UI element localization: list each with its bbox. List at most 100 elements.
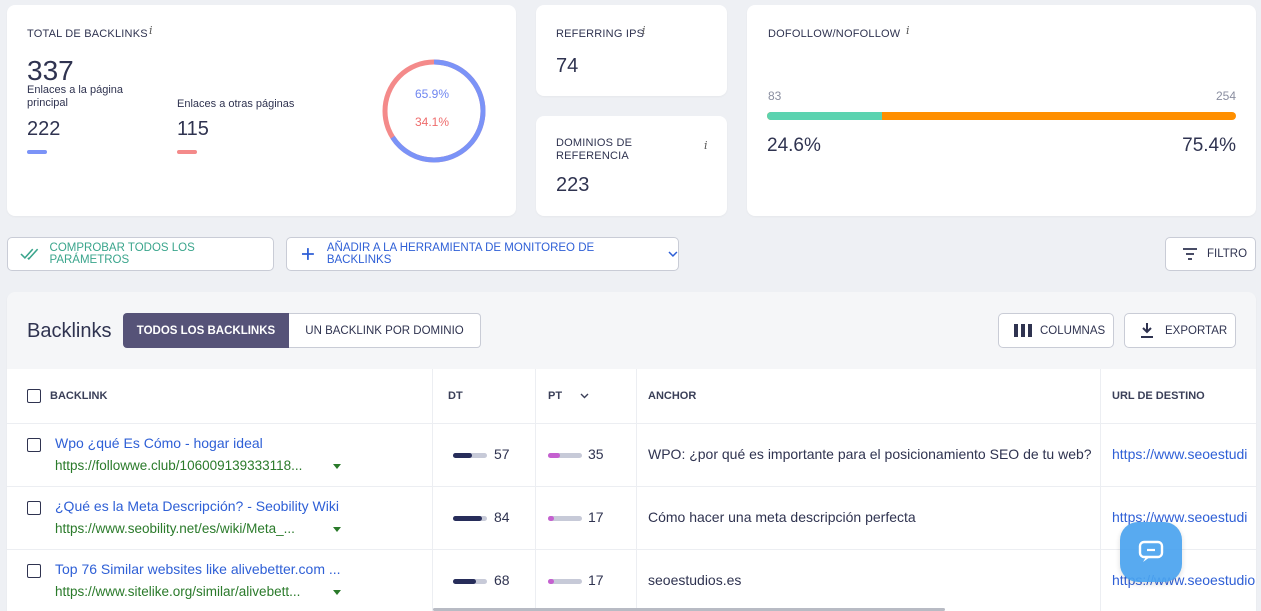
header-backlink[interactable]: BACKLINK — [50, 390, 108, 402]
info-icon[interactable]: i — [642, 24, 646, 37]
add-to-monitoring-button[interactable]: AÑADIR A LA HERRAMIENTA DE MONITOREO DE … — [286, 237, 679, 271]
pt-bar — [548, 516, 582, 521]
backlink-url[interactable]: https://www.sitelike.org/similar/alivebe… — [55, 584, 301, 599]
pt-value: 17 — [588, 509, 604, 525]
info-icon[interactable]: i — [906, 24, 910, 37]
referring-domains-value: 223 — [556, 174, 590, 196]
dt-bar-fill — [453, 453, 473, 458]
other-pages-links-value: 115 — [177, 118, 209, 140]
backlink-title-link[interactable]: Wpo ¿qué Es Cómo - hogar ideal — [55, 435, 263, 451]
filter-button[interactable]: FILTRO — [1165, 237, 1256, 271]
header-anchor[interactable]: ANCHOR — [648, 390, 697, 402]
backlink-title-link[interactable]: Top 76 Similar websites like alivebetter… — [55, 561, 341, 577]
nofollow-count: 254 — [1215, 89, 1236, 103]
donut-main-arc — [382, 59, 486, 163]
pt-bar — [548, 579, 582, 584]
backlink-title-link[interactable]: ¿Qué es la Meta Descripción? - Seobility… — [55, 498, 339, 514]
dofollow-bar — [767, 112, 1236, 120]
backlinks-panel: Backlinks TODOS LOS BACKLINKS UN BACKLIN… — [7, 292, 1256, 611]
anchor-text: WPO: ¿por qué es importante para el posi… — [648, 446, 1092, 462]
main-page-links-label: Enlaces a la página principal — [27, 84, 124, 109]
plus-icon — [301, 248, 314, 260]
nofollow-percent: 75.4% — [1182, 135, 1236, 156]
backlink-url[interactable]: https://www.seobility.net/es/wiki/Meta_.… — [55, 521, 295, 536]
chevron-down-icon — [668, 251, 678, 258]
backlinks-title: Backlinks — [27, 320, 112, 342]
dt-bar-fill — [453, 516, 482, 521]
add-monitoring-label: AÑADIR A LA HERRAMIENTA DE MONITOREO DE … — [326, 242, 595, 266]
donut-main-percent: 65.9% — [415, 87, 450, 101]
table-row: Wpo ¿qué Es Cómo - hogar ideal https://fo… — [7, 423, 1256, 486]
main-legend-swatch — [27, 150, 47, 154]
pt-value: 35 — [588, 446, 604, 462]
pt-bar-fill — [548, 453, 560, 458]
main-page-links-value: 222 — [27, 118, 61, 140]
tab-one-per-domain[interactable]: UN BACKLINK POR DOMINIO — [289, 313, 481, 348]
info-icon[interactable]: i — [704, 139, 708, 152]
pt-bar-fill — [548, 579, 554, 584]
other-pages-links-label: Enlaces a otras páginas — [177, 98, 295, 110]
filter-icon — [1183, 248, 1197, 260]
tab-all-backlinks[interactable]: TODOS LOS BACKLINKS — [123, 313, 289, 348]
columns-icon — [1014, 324, 1032, 337]
donut-other-percent: 34.1% — [415, 115, 450, 129]
header-pt[interactable]: PT — [548, 390, 563, 402]
filter-label: FILTRO — [1207, 248, 1248, 260]
download-icon — [1141, 323, 1153, 338]
backlinks-table: BACKLINK DT PT ANCHOR URL DE DESTINO Wpo… — [7, 369, 1256, 611]
url-dropdown-icon[interactable] — [333, 464, 341, 469]
column-divider — [535, 369, 536, 611]
dest-url-link[interactable]: https://www.seoestudi — [1112, 446, 1248, 462]
dt-bar-fill — [453, 579, 477, 584]
anchor-text: seoestudios.es — [648, 572, 742, 588]
column-divider — [1100, 369, 1101, 611]
dofollow-percent: 24.6% — [767, 135, 821, 156]
row-checkbox[interactable] — [27, 501, 41, 515]
total-backlinks-label: TOTAL DE BACKLINKS — [27, 28, 148, 40]
horizontal-scrollbar[interactable] — [433, 608, 945, 611]
row-checkbox[interactable] — [27, 564, 41, 578]
chat-icon — [1138, 540, 1164, 562]
row-checkbox[interactable] — [27, 438, 41, 452]
export-button[interactable]: EXPORTAR — [1124, 313, 1236, 348]
dt-value: 84 — [494, 509, 510, 525]
pt-value: 17 — [588, 572, 604, 588]
select-all-checkbox[interactable] — [27, 389, 41, 403]
dt-bar — [453, 516, 487, 521]
double-check-icon — [20, 248, 39, 261]
column-divider — [432, 369, 433, 611]
referring-ips-label: REFERRING IPS — [556, 28, 645, 40]
export-label: EXPORTAR — [1165, 324, 1228, 337]
url-dropdown-icon[interactable] — [333, 590, 341, 595]
referring-ips-card: REFERRING IPS i 74 — [536, 5, 727, 96]
dofollow-card: DOFOLLOW/NOFOLLOW i 83 254 24.6% 75.4% — [747, 5, 1256, 216]
backlink-url[interactable]: https://followwe.club/106009139333118... — [55, 458, 303, 473]
referring-domains-card: DOMINIOS DE REFERENCIA i 223 — [536, 116, 727, 216]
dofollow-fill — [767, 112, 883, 120]
dest-url-link[interactable]: https://www.seoestudi — [1112, 509, 1248, 525]
columns-button[interactable]: COLUMNAS — [998, 313, 1114, 348]
pt-bar — [548, 453, 582, 458]
total-backlinks-card: TOTAL DE BACKLINKS i 337 Enlaces a la pá… — [7, 5, 516, 216]
dt-bar — [453, 579, 487, 584]
chat-widget-button[interactable] — [1120, 522, 1182, 582]
column-divider — [636, 369, 637, 611]
sort-chevron-icon[interactable] — [580, 393, 589, 399]
tab-all-label: TODOS LOS BACKLINKS — [136, 324, 276, 337]
table-header: BACKLINK DT PT ANCHOR URL DE DESTINO — [7, 369, 1256, 423]
info-icon[interactable]: i — [149, 24, 153, 37]
anchor-text: Cómo hacer una meta descripción perfecta — [648, 509, 916, 525]
check-all-label: COMPROBAR TODOS LOS PARÁMETROS — [49, 242, 195, 266]
url-dropdown-icon[interactable] — [333, 527, 341, 532]
dt-value: 68 — [494, 572, 510, 588]
check-all-parameters-button[interactable]: COMPROBAR TODOS LOS PARÁMETROS — [7, 237, 274, 271]
other-legend-swatch — [177, 150, 197, 154]
tab-domain-label: UN BACKLINK POR DOMINIO — [305, 324, 464, 337]
dt-value: 57 — [494, 446, 510, 462]
dofollow-label: DOFOLLOW/NOFOLLOW — [768, 28, 901, 40]
header-dt[interactable]: DT — [448, 390, 463, 402]
columns-label: COLUMNAS — [1040, 324, 1106, 337]
header-dest-url[interactable]: URL DE DESTINO — [1112, 390, 1205, 402]
total-backlinks-value: 337 — [27, 55, 74, 86]
referring-ips-value: 74 — [556, 55, 579, 77]
